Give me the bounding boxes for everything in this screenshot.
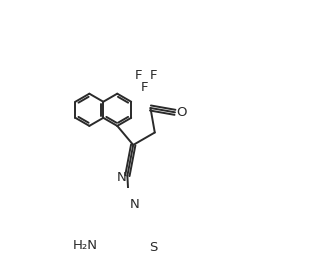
Text: S: S	[150, 241, 158, 254]
Text: F: F	[135, 69, 142, 81]
Text: H₂N: H₂N	[72, 240, 97, 252]
Text: O: O	[176, 106, 187, 119]
Text: N: N	[130, 198, 140, 212]
Text: N: N	[117, 171, 126, 184]
Text: F: F	[150, 69, 157, 81]
Text: F: F	[141, 81, 148, 94]
